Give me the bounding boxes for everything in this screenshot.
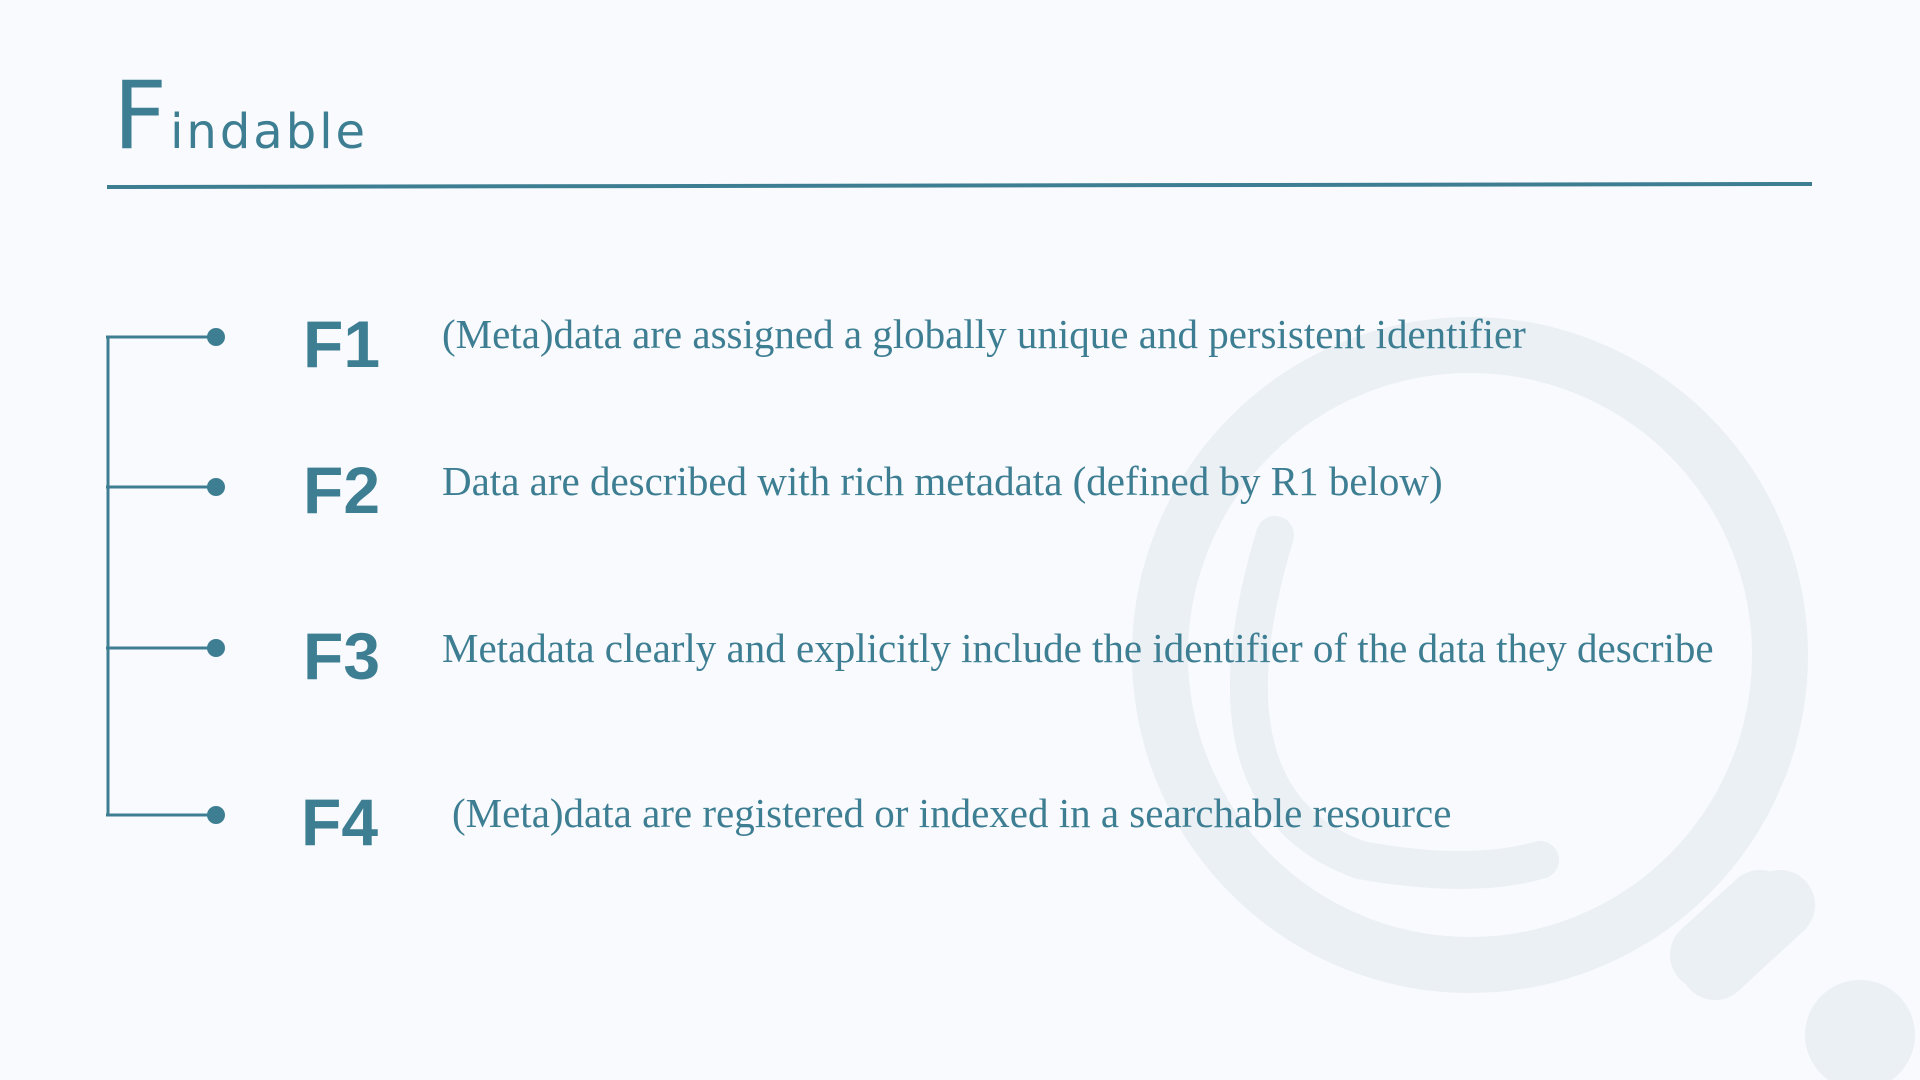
bullet-f1	[207, 328, 225, 346]
principle-text-f3: Metadata clearly and explicitly include …	[442, 625, 1714, 671]
page-title: Findable	[113, 70, 368, 164]
principle-code-f4: F4	[301, 785, 379, 859]
principle-text-f1: (Meta)data are assigned a globally uniqu…	[442, 311, 1526, 357]
principle-text-f2: Data are described with rich metadata (d…	[442, 458, 1443, 504]
principle-code-f2: F2	[303, 453, 381, 527]
bullet-f4	[207, 806, 225, 824]
title-initial: F	[113, 62, 171, 171]
bullet-f3	[207, 639, 225, 657]
title-rest: indable	[170, 104, 369, 160]
title-underline	[106, 182, 1813, 189]
bullet-f2	[207, 478, 225, 496]
principle-code-f1: F1	[303, 307, 381, 381]
principle-text-f4: (Meta)data are registered or indexed in …	[452, 790, 1452, 836]
principle-code-f3: F3	[303, 619, 381, 693]
